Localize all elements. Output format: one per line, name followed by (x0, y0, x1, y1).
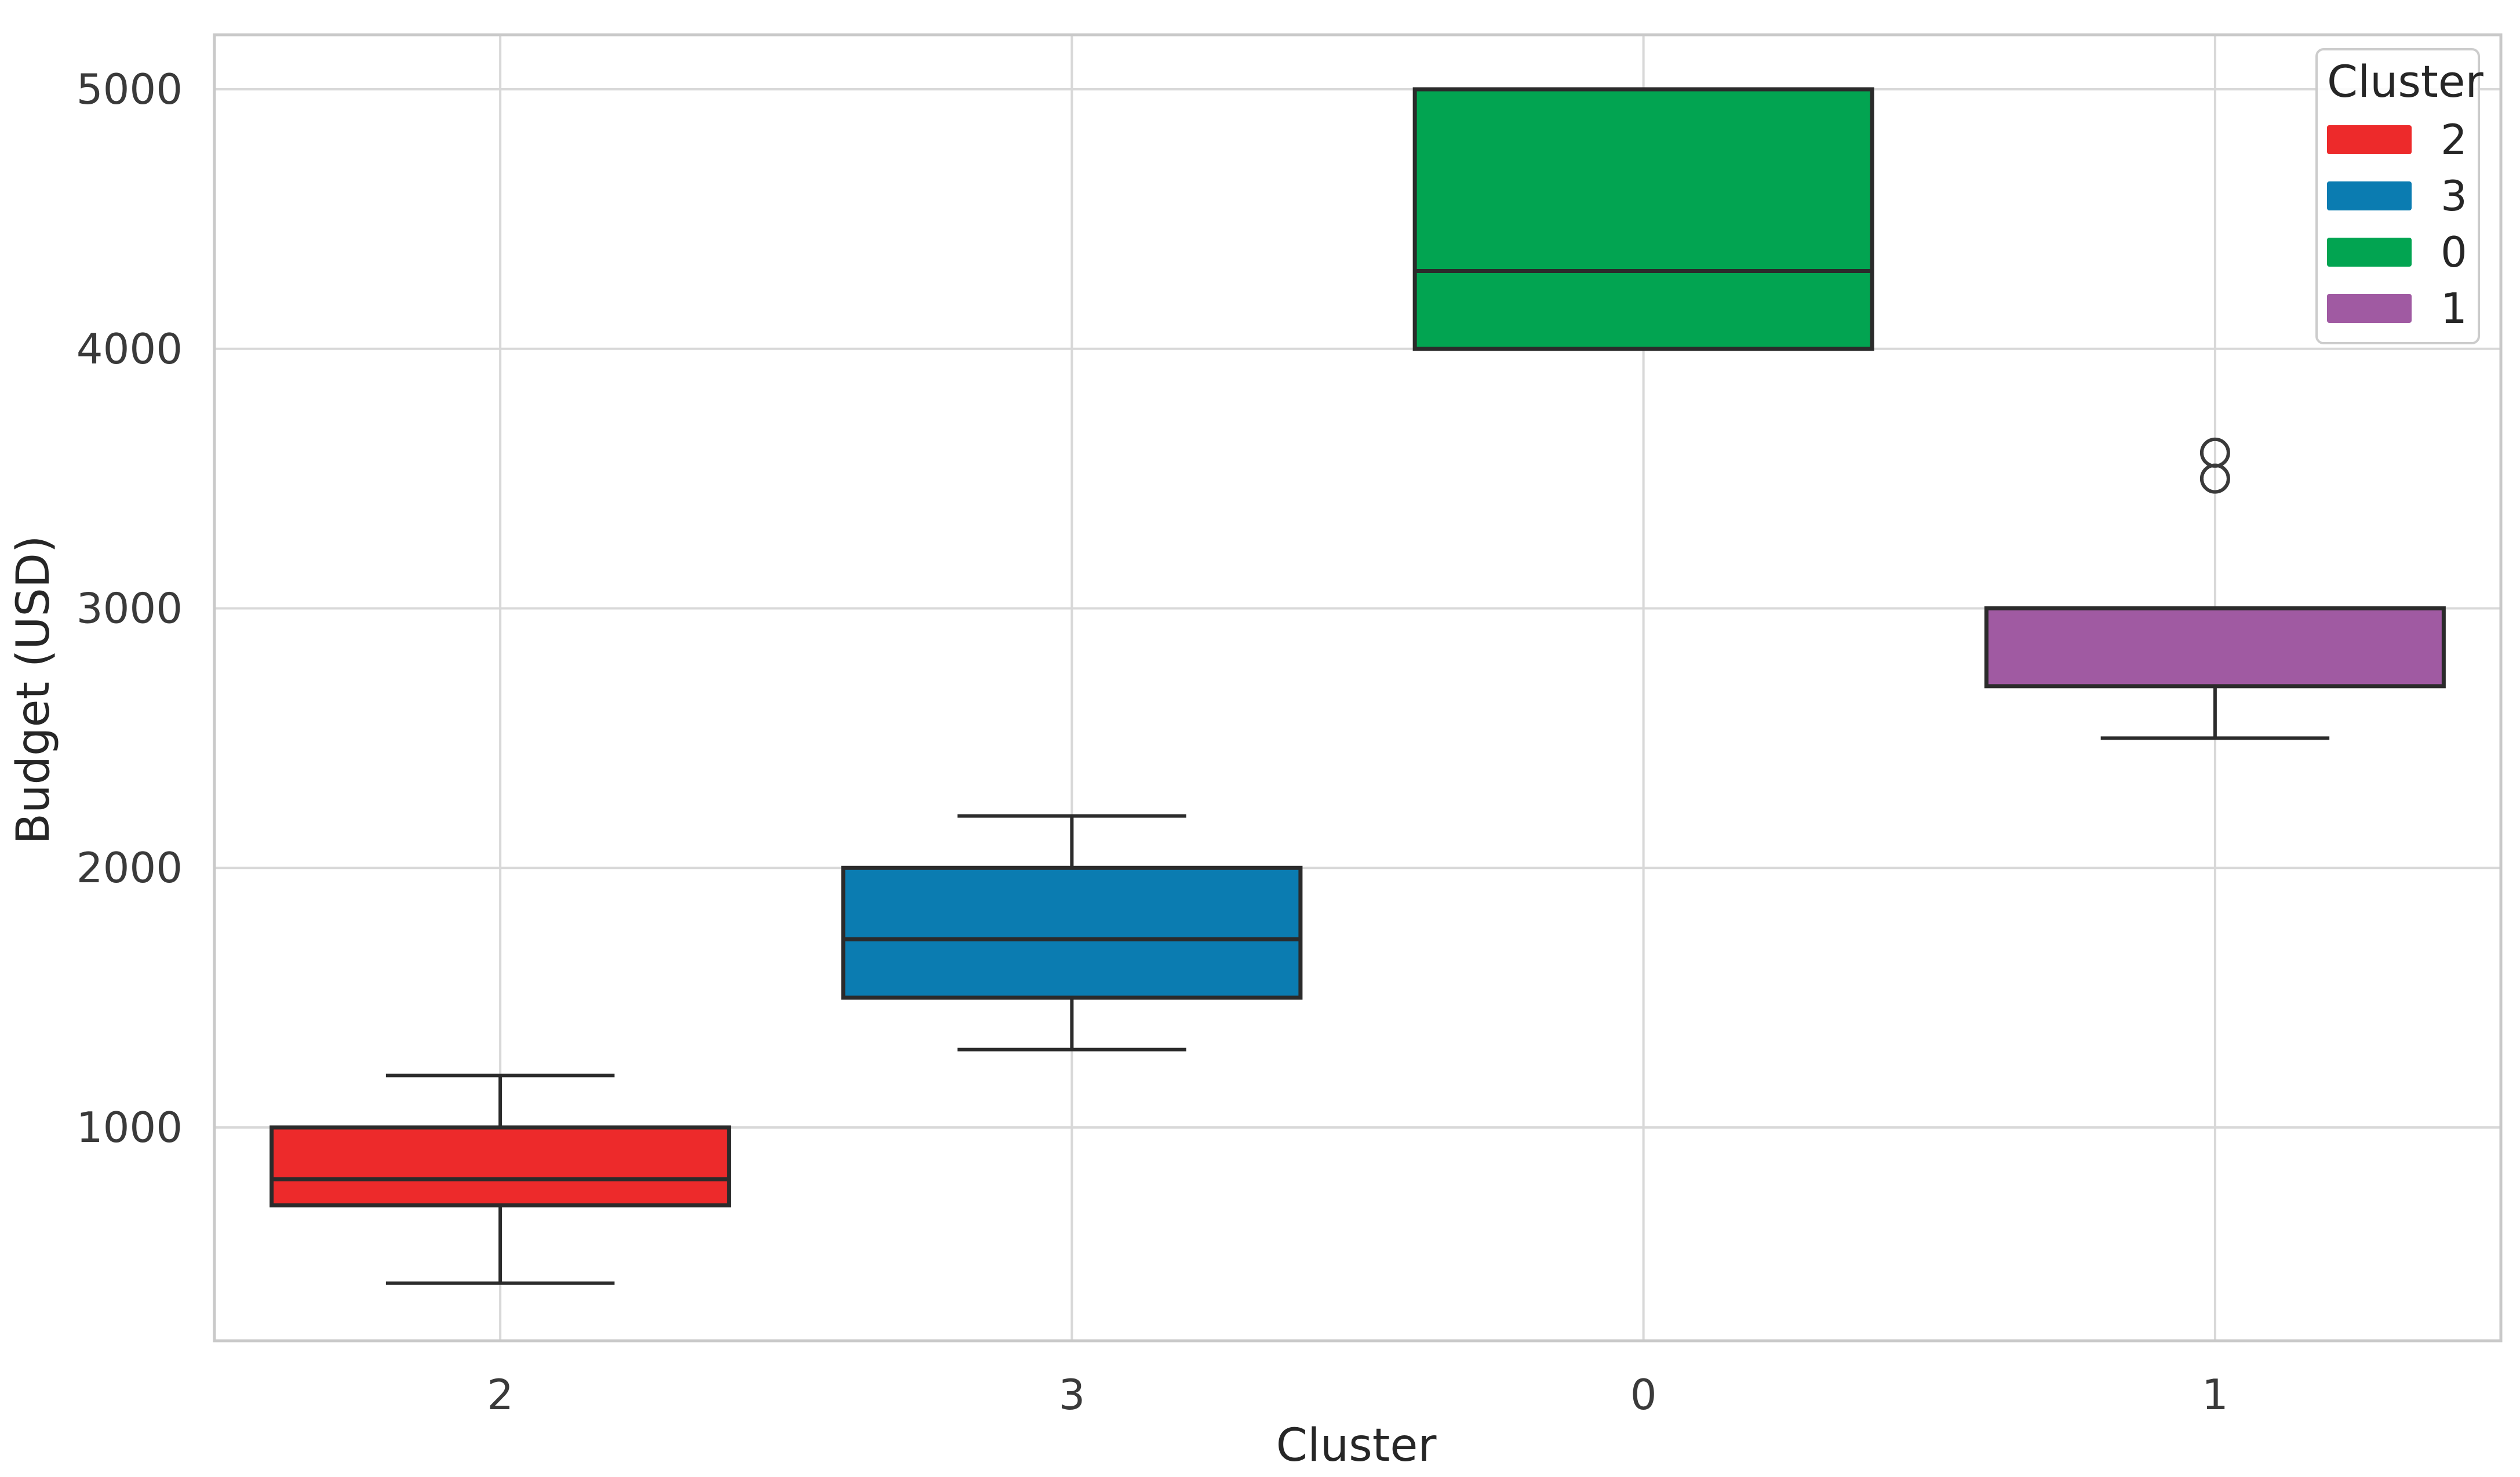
legend: Cluster 2 3 0 1 (2315, 48, 2483, 344)
legend-swatch-2 (2327, 125, 2412, 154)
legend-item-1: 1 (2327, 288, 2467, 329)
box-cluster-0 (1412, 87, 1874, 351)
x-tick-label-2: 2 (487, 1370, 514, 1419)
legend-swatch-3 (2327, 181, 2412, 210)
y-tick-label-1000: 1000 (77, 1103, 183, 1152)
y-axis-title: Budget (USD) (8, 535, 60, 845)
box-cluster-3 (841, 865, 1303, 1000)
legend-label-1: 1 (2441, 283, 2467, 333)
x-tick-label-3: 3 (1058, 1370, 1085, 1419)
legend-item-2: 2 (2327, 119, 2467, 161)
y-tick-label-4000: 4000 (77, 325, 183, 373)
legend-swatch-0 (2327, 237, 2412, 267)
x-tick-label-0: 0 (1630, 1370, 1657, 1419)
legend-item-3: 3 (2327, 175, 2467, 217)
legend-label-0: 0 (2441, 227, 2467, 277)
box-cluster-2 (270, 1125, 731, 1207)
legend-swatch-1 (2327, 293, 2412, 323)
legend-label-2: 2 (2441, 115, 2467, 164)
x-tick-label-1: 1 (2202, 1370, 2228, 1419)
legend-label-3: 3 (2441, 171, 2467, 220)
y-tick-label-3000: 3000 (77, 584, 183, 632)
outlier-1-3600 (2199, 437, 2230, 468)
plot-border (213, 33, 2503, 1343)
y-tick-label-2000: 2000 (77, 843, 183, 892)
legend-title: Cluster (2327, 56, 2483, 107)
x-axis-title: Cluster (1276, 1420, 1437, 1472)
legend-item-0: 0 (2327, 231, 2467, 273)
box-cluster-1 (1984, 606, 2446, 689)
y-tick-label-5000: 5000 (77, 65, 183, 114)
legend-items: 2 3 0 1 (2327, 119, 2467, 329)
